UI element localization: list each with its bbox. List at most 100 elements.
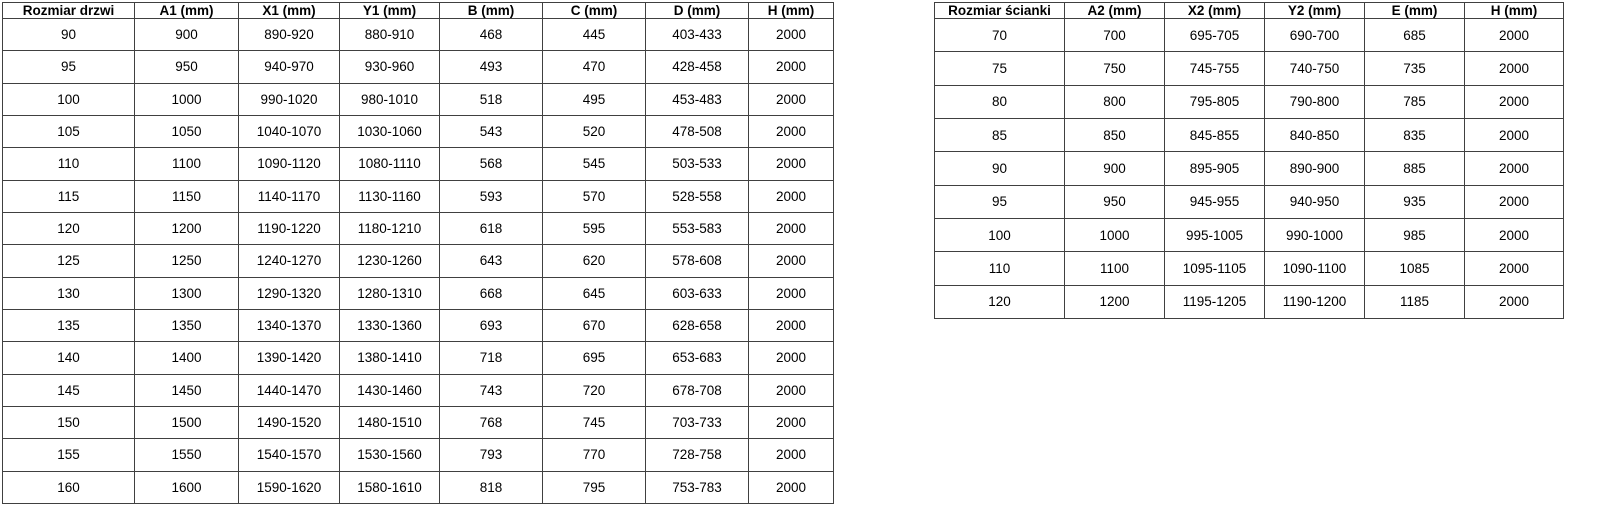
table-cell: 2000 <box>748 244 834 278</box>
table-row: 130 1300 1290-1320 1280-1310 668 645 603-633 20… <box>2 276 834 310</box>
table-cell: 1230-1260 <box>339 244 440 278</box>
table-cell: 1340-1370 <box>238 308 340 343</box>
table-cell: 745-755 <box>1164 51 1265 86</box>
table-cell: 668 <box>439 276 543 310</box>
table-cell: 1140-1170 <box>238 179 340 213</box>
table-row: 95 950 945-955 940-950 935 2000 <box>934 184 1564 219</box>
table-cell: 155 <box>2 438 135 472</box>
table-cell: 703-733 <box>645 405 749 440</box>
table-cell: 105 <box>2 114 135 149</box>
door-sizes-table: Rozmiar drzwi A1 (mm) X1 (mm) Y1 (mm) B (mm)… <box>2 2 834 505</box>
table-cell: 2000 <box>1464 117 1564 153</box>
table-cell: 985 <box>1364 217 1465 253</box>
table-cell: 2000 <box>748 147 834 181</box>
table-cell: 1000 <box>1064 217 1165 253</box>
header-row: Rozmiar drzwi A1 (mm) X1 (mm) Y1 (mm) B (mm)… <box>2 2 834 19</box>
column-header: H (mm) <box>1464 2 1564 19</box>
column-header: D (mm) <box>645 2 749 19</box>
table-cell: 895-905 <box>1164 151 1265 186</box>
table-cell: 618 <box>439 211 543 246</box>
table-cell: 470 <box>542 50 646 84</box>
table-cell: 935 <box>1364 184 1465 219</box>
table-cell: 495 <box>542 82 646 116</box>
table-cell: 850 <box>1064 117 1165 153</box>
table-cell: 1590-1620 <box>238 470 340 505</box>
table-cell: 1130-1160 <box>339 179 440 213</box>
table-row: 75 750 745-755 740-750 735 2000 <box>934 51 1564 86</box>
table-cell: 1580-1610 <box>339 470 440 505</box>
table-cell: 900 <box>134 17 239 52</box>
table-cell: 528-558 <box>645 179 749 213</box>
table-cell: 553-583 <box>645 211 749 246</box>
column-header: H (mm) <box>748 2 834 19</box>
table-cell: 728-758 <box>645 438 749 472</box>
table-cell: 145 <box>2 373 135 407</box>
table-cell: 1200 <box>1064 284 1165 320</box>
table-cell: 790-800 <box>1264 84 1365 119</box>
table-cell: 1200 <box>134 211 239 246</box>
table-cell: 950 <box>134 50 239 84</box>
column-header: Rozmiar drzwi <box>2 2 135 19</box>
table-cell: 100 <box>934 217 1065 253</box>
table-cell: 1490-1520 <box>238 405 340 440</box>
table-cell: 1430-1460 <box>339 373 440 407</box>
column-header: Y2 (mm) <box>1264 2 1365 19</box>
table-cell: 1280-1310 <box>339 276 440 310</box>
table-cell: 1600 <box>134 470 239 505</box>
table-cell: 900 <box>1064 151 1165 186</box>
table-cell: 1500 <box>134 405 239 440</box>
table-row: 90 900 895-905 890-900 885 2000 <box>934 151 1564 186</box>
table-cell: 120 <box>2 211 135 246</box>
table-cell: 685 <box>1364 17 1465 53</box>
table-cell: 110 <box>934 251 1065 286</box>
table-cell: 150 <box>2 405 135 440</box>
table-row: 80 800 795-805 790-800 785 2000 <box>934 84 1564 119</box>
table-cell: 1095-1105 <box>1164 251 1265 286</box>
table-cell: 1550 <box>134 438 239 472</box>
table-cell: 1190-1220 <box>238 211 340 246</box>
table-row: 85 850 845-855 840-850 835 2000 <box>934 117 1564 153</box>
table-cell: 110 <box>2 147 135 181</box>
table-row: 135 1350 1340-1370 1330-1360 693 670 628-658 20… <box>2 308 834 343</box>
table-cell: 1300 <box>134 276 239 310</box>
wall-panel-sizes-table: Rozmiar ścianki A2 (mm) X2 (mm) Y2 (mm) E (m… <box>934 2 1564 320</box>
table-cell: 693 <box>439 308 543 343</box>
table-cell: 1100 <box>1064 251 1165 286</box>
table-cell: 818 <box>439 470 543 505</box>
table-cell: 1390-1420 <box>238 341 340 375</box>
table-row: 155 1550 1540-1570 1530-1560 793 770 728-758 20… <box>2 438 834 472</box>
table-cell: 1480-1510 <box>339 405 440 440</box>
table-cell: 990-1020 <box>238 82 340 116</box>
table-row: 110 1100 1090-1120 1080-1110 568 545 503-533 20… <box>2 147 834 181</box>
table-cell: 845-855 <box>1164 117 1265 153</box>
table-cell: 2000 <box>748 276 834 310</box>
table-cell: 990-1000 <box>1264 217 1365 253</box>
table-cell: 568 <box>439 147 543 181</box>
table-cell: 1180-1210 <box>339 211 440 246</box>
table-cell: 578-608 <box>645 244 749 278</box>
column-header: C (mm) <box>542 2 646 19</box>
column-header: A2 (mm) <box>1064 2 1165 19</box>
table-cell: 793 <box>439 438 543 472</box>
table-cell: 160 <box>2 470 135 505</box>
table-cell: 2000 <box>1464 184 1564 219</box>
table-cell: 90 <box>934 151 1065 186</box>
table-cell: 135 <box>2 308 135 343</box>
table-cell: 75 <box>934 51 1065 86</box>
table-cell: 890-920 <box>238 17 340 52</box>
table-cell: 2000 <box>748 373 834 407</box>
table-cell: 100 <box>2 82 135 116</box>
table-row: 140 1400 1390-1420 1380-1410 718 695 653-683 20… <box>2 341 834 375</box>
table-cell: 403-433 <box>645 17 749 52</box>
table-cell: 520 <box>542 114 646 149</box>
table-cell: 750 <box>1064 51 1165 86</box>
table-cell: 2000 <box>1464 151 1564 186</box>
table-cell: 1080-1110 <box>339 147 440 181</box>
table-cell: 2000 <box>1464 217 1564 253</box>
table-cell: 695 <box>542 341 646 375</box>
table-row: 100 1000 995-1005 990-1000 985 2000 <box>934 217 1564 253</box>
table-cell: 753-783 <box>645 470 749 505</box>
table-cell: 1290-1320 <box>238 276 340 310</box>
table-cell: 1090-1120 <box>238 147 340 181</box>
table-cell: 85 <box>934 117 1065 153</box>
